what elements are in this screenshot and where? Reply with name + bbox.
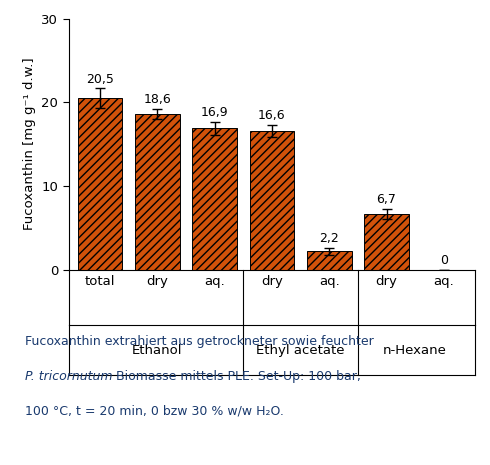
- Text: Ethanol: Ethanol: [132, 344, 183, 357]
- Text: 0: 0: [440, 254, 448, 267]
- Bar: [249, 131, 294, 270]
- Text: 2,2: 2,2: [319, 232, 339, 246]
- Text: Ethyl acetate: Ethyl acetate: [256, 344, 345, 357]
- Y-axis label: Fucoxanthin [mg g⁻¹ d.w.]: Fucoxanthin [mg g⁻¹ d.w.]: [23, 58, 36, 231]
- Text: 16,6: 16,6: [258, 109, 286, 122]
- Bar: [78, 98, 122, 270]
- Bar: [135, 114, 180, 270]
- Text: 100 °C, t = 20 min, 0 bzw 30 % w/w H₂O.: 100 °C, t = 20 min, 0 bzw 30 % w/w H₂O.: [24, 405, 283, 418]
- Text: P. tricornutum: P. tricornutum: [24, 370, 112, 383]
- Bar: [193, 128, 237, 270]
- Bar: [307, 251, 351, 270]
- Text: 20,5: 20,5: [86, 73, 114, 86]
- Text: 16,9: 16,9: [201, 106, 228, 119]
- Text: n-Hexane: n-Hexane: [383, 344, 447, 357]
- Bar: [364, 213, 409, 270]
- Text: 6,7: 6,7: [377, 193, 396, 206]
- Text: Fucoxanthin extrahiert aus getrockneter sowie feuchter: Fucoxanthin extrahiert aus getrockneter …: [24, 335, 373, 348]
- Text: Biomasse mittels PLE. Set-Up: 100 bar,: Biomasse mittels PLE. Set-Up: 100 bar,: [112, 370, 361, 383]
- Text: 18,6: 18,6: [144, 93, 172, 106]
